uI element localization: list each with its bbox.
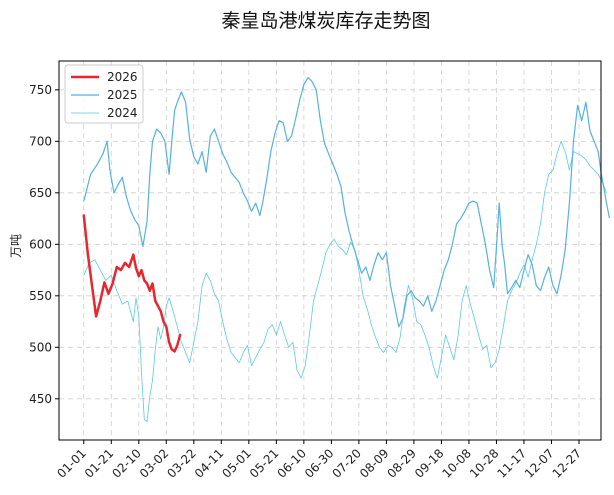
x-tick-label: 05-01 <box>219 446 254 481</box>
legend-box <box>64 64 144 124</box>
x-tick-label: 10-08 <box>440 446 475 481</box>
y-tick-label: 550 <box>29 289 52 303</box>
y-axis: 450 500 550 600 650 700 750 <box>29 83 59 406</box>
x-tick-label: 04-11 <box>192 446 227 481</box>
x-axis: 01-0101-2102-1003-0203-2204-1105-0105-21… <box>54 440 584 481</box>
plot-frame <box>58 60 602 441</box>
x-tick-label: 07-20 <box>329 446 364 481</box>
y-axis-label: 万吨 <box>9 234 23 258</box>
x-tick-label: 03-22 <box>164 446 199 481</box>
series-line-2026 <box>82 214 182 353</box>
x-tick-label: 05-21 <box>247 446 282 481</box>
legend-label: 2025 <box>107 88 138 102</box>
y-tick-label: 500 <box>29 340 52 354</box>
y-tick-label: 450 <box>29 392 52 406</box>
grid <box>59 61 601 440</box>
x-tick-label: 01-21 <box>82 446 117 481</box>
y-tick-label: 650 <box>29 186 52 200</box>
legend-label: 2026 <box>107 70 138 84</box>
x-tick-label: 09-18 <box>412 446 447 481</box>
x-tick-label: 12-07 <box>522 446 557 481</box>
chart-title: 秦皇岛港煤炭库存走势图 <box>221 10 430 32</box>
x-tick-label: 02-10 <box>109 446 144 481</box>
x-tick-label: 08-09 <box>357 446 392 481</box>
x-tick-label: 10-28 <box>467 446 502 481</box>
x-tick-label: 06-10 <box>274 446 309 481</box>
series-line-2024 <box>83 140 607 422</box>
series-line-2025 <box>83 76 610 328</box>
y-tick-label: 750 <box>29 83 52 97</box>
y-tick-label: 700 <box>29 134 52 148</box>
x-tick-label: 11-17 <box>495 446 530 481</box>
x-tick-label: 03-02 <box>137 446 172 481</box>
legend: 2026 2025 2024 <box>64 64 144 124</box>
y-tick-label: 600 <box>29 237 52 251</box>
series-lines <box>82 76 610 422</box>
x-tick-label: 06-30 <box>302 446 337 481</box>
x-tick-label: 01-01 <box>54 446 89 481</box>
x-tick-label: 12-27 <box>550 446 585 481</box>
x-tick-label: 08-29 <box>384 446 419 481</box>
legend-label: 2024 <box>107 106 138 120</box>
